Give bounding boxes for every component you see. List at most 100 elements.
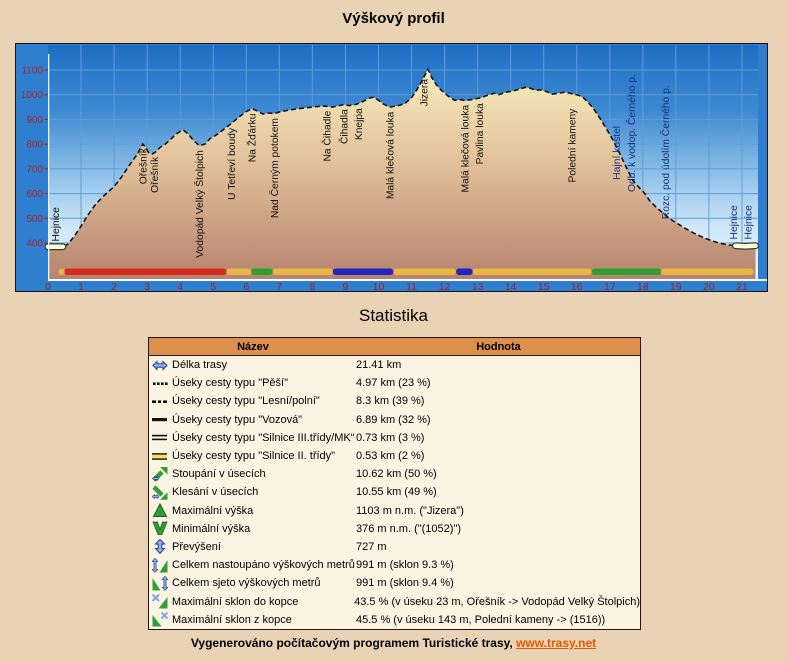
waypoint-label: Hejnice xyxy=(729,205,740,240)
row-name: Celkem sjeto výškových metrů xyxy=(172,577,321,590)
surface-segment xyxy=(472,268,592,275)
table-row: Převýšení 727 m xyxy=(149,538,640,556)
y-tick-label: 800 xyxy=(26,140,43,151)
waypoint-label: Polední kameny xyxy=(567,108,578,183)
surface-segment xyxy=(393,268,457,275)
max-slope-down-icon xyxy=(149,612,172,627)
table-row: Minimální výška 376 m n.m. ("(1052)") xyxy=(149,520,640,538)
valley-icon xyxy=(149,521,172,536)
elevation-chart: 1100 1000 900 800 700 600 500 400 0 1 2 3 4 5 6 7 8 9 10 11… xyxy=(15,43,768,292)
row-value: 4.97 km (23 %) xyxy=(356,377,431,390)
x-tick-label: 6 xyxy=(243,281,249,291)
waypoint-label: Pavlina louka xyxy=(475,103,486,165)
x-tick-label: 5 xyxy=(210,281,216,291)
x-axis-line xyxy=(48,279,767,281)
solid-line-icon xyxy=(149,412,172,427)
x-tick-label: 12 xyxy=(439,281,451,291)
row-name: Maximální sklon do kopce xyxy=(171,595,299,608)
y-tick-label: 700 xyxy=(26,164,43,175)
waypoint-label: U Tetřeví boudy xyxy=(227,127,238,200)
peak-icon xyxy=(149,503,172,518)
footer-text: Vygenerováno počítačovým programem Turis… xyxy=(190,636,517,650)
x-tick-label: 7 xyxy=(276,281,282,291)
row-value: 0.73 km (3 %) xyxy=(356,431,425,444)
row-name: Stoupání v úsecích xyxy=(172,468,266,481)
road-highlight xyxy=(733,243,758,249)
statistics-table-header: Název Hodnota xyxy=(149,338,640,356)
table-row: Klesání v úsecích 10.55 km (49 %) xyxy=(149,483,640,501)
trasy-net-link[interactable]: www.trasy.net xyxy=(516,636,597,650)
x-tick-label: 9 xyxy=(343,281,349,291)
waypoint-label: Nad Černým potokem xyxy=(268,118,281,218)
total-ascent-icon xyxy=(149,557,172,573)
total-descent-icon xyxy=(149,575,172,591)
row-value: 21.41 km xyxy=(356,359,402,372)
x-tick-label: 2 xyxy=(111,281,117,291)
updown-arrow-icon xyxy=(149,539,172,555)
surface-segment xyxy=(272,268,333,275)
x-tick-label: 17 xyxy=(604,281,616,291)
row-name: Celkem nastoupáno výškových metrů xyxy=(172,559,355,572)
waypoint-label: Čihadla xyxy=(337,109,350,144)
waypoint-label: Jizera xyxy=(420,79,431,107)
row-name: Maximální výška xyxy=(172,504,254,517)
waypoint-label: Odb. k vodop. Černého p. xyxy=(625,74,638,192)
x-tick-label: 1 xyxy=(78,281,84,291)
stats-title: Statistika xyxy=(359,306,428,325)
descending-icon xyxy=(149,485,172,500)
surface-segment xyxy=(591,268,662,275)
row-value: 1103 m n.m. ("Jizera") xyxy=(356,504,464,517)
row-value: 991 m (sklon 9.4 %) xyxy=(356,577,454,590)
surface-segment xyxy=(332,268,394,275)
x-tick-label: 0 xyxy=(45,281,51,291)
row-value: 0.53 km (2 %) xyxy=(356,450,425,463)
row-name: Klesání v úsecích xyxy=(172,486,259,499)
row-name: Úseky cesty typu "Silnice II. třídy" xyxy=(172,450,336,463)
table-row: Maximální sklon z kopce 45.5 % (v úseku 1… xyxy=(149,611,640,629)
row-name: Úseky cesty typu "Pěší" xyxy=(172,377,289,390)
x-tick-label: 20 xyxy=(703,281,715,291)
row-name: Úseky cesty typu "Vozová" xyxy=(172,413,303,426)
row-value: 45.5 % (v úseku 143 m, Polední kameny ->… xyxy=(356,613,606,626)
table-row: Maximální výška 1103 m n.m. ("Jizera") xyxy=(149,502,640,520)
surface-segment xyxy=(661,268,754,275)
y-axis-line xyxy=(48,54,50,279)
dotted-line-icon xyxy=(149,376,172,391)
x-tick-label: 8 xyxy=(309,281,315,291)
row-value: 43.5 % (v úseku 23 m, Ořešník -> Vodopád… xyxy=(354,595,640,608)
row-value: 727 m xyxy=(356,540,387,553)
waypoint-label: Vodopád Velký Štolpich xyxy=(193,150,206,258)
table-row: Úseky cesty typu "Silnice III.třídy/MK" 0… xyxy=(149,429,640,447)
row-name: Délka trasy xyxy=(172,359,228,372)
x-tick-label: 18 xyxy=(637,281,649,291)
table-row: Celkem sjeto výškových metrů 991 m (sklon… xyxy=(149,574,640,592)
waypoint-label: Knejpa xyxy=(354,108,365,140)
x-tick-label: 4 xyxy=(177,281,183,291)
table-row: Maximální sklon do kopce 43.5 % (v úseku … xyxy=(149,592,640,610)
y-tick-label: 1100 xyxy=(21,66,43,77)
statistics-table: Název Hodnota Délka trasy 21.41 km Úseky c… xyxy=(148,337,641,630)
row-name: Úseky cesty typu "Lesní/polní" xyxy=(172,395,320,408)
header-name: Název xyxy=(237,340,269,353)
waypoint-label: Hajní kostel xyxy=(612,126,623,180)
row-value: 6.89 km (32 %) xyxy=(356,413,431,426)
y-tick-label: 500 xyxy=(26,214,43,225)
x-tick-label: 3 xyxy=(144,281,150,291)
x-tick-label: 19 xyxy=(670,281,682,291)
waypoint-label: Rozc. pod údolím Černého p. xyxy=(659,85,672,219)
table-row: Stoupání v úsecích 10.62 km (50 %) xyxy=(149,465,640,483)
x-tick-label: 15 xyxy=(538,281,550,291)
row-value: 376 m n.m. ("(1052)") xyxy=(356,522,462,535)
table-row: Délka trasy 21.41 km xyxy=(149,356,640,374)
waypoint-label: Na Čihadle xyxy=(321,110,334,161)
table-row: Úseky cesty typu "Silnice II. třídy" 0.53… xyxy=(149,447,640,465)
header-value: Hodnota xyxy=(476,340,521,353)
table-row: Úseky cesty typu "Lesní/polní" 8.3 km (39… xyxy=(149,392,640,410)
waypoint-label: Na Žďárku xyxy=(246,113,259,162)
x-tick-label: 14 xyxy=(505,281,517,291)
row-name: Převýšení xyxy=(172,540,221,553)
x-tick-label: 10 xyxy=(373,281,385,291)
y-tick-label: 600 xyxy=(26,189,43,200)
y-tick-label: 900 xyxy=(26,115,43,126)
waypoint-label: Malá klečová louka xyxy=(386,111,397,199)
